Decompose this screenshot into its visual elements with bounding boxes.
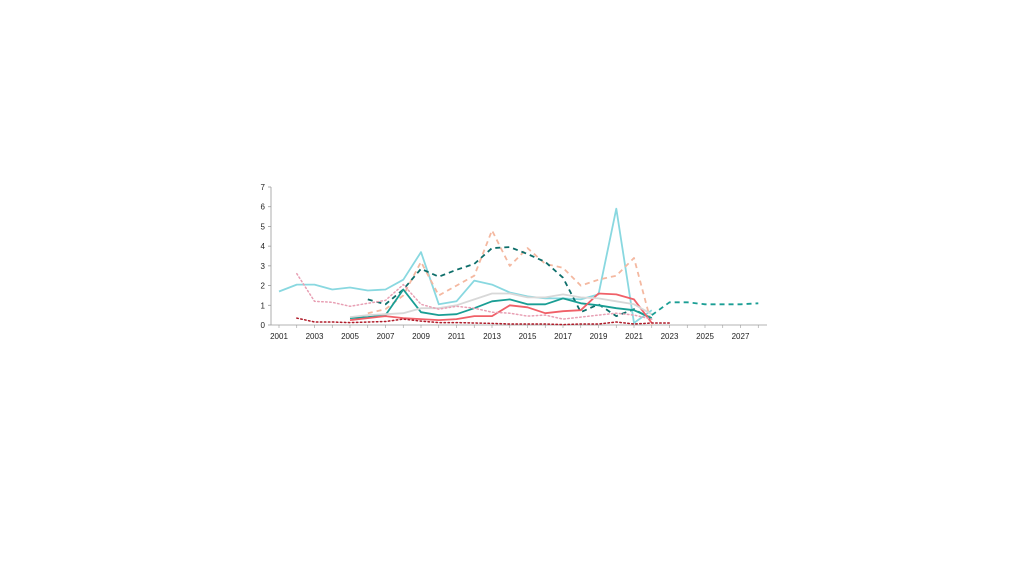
x-tick-label: 2015 — [519, 332, 537, 341]
x-tick-label: 2011 — [448, 332, 466, 341]
x-tick-label: 2003 — [306, 332, 324, 341]
chart-tick-labels: 0 1 2 3 4 5 6 7 2001 2003 2005 2007 2009 2011 2013 2015… — [261, 183, 750, 341]
y-tick-label: 1 — [261, 301, 266, 310]
chart-axes — [268, 186, 767, 328]
y-tick-label: 0 — [261, 321, 266, 330]
series-line-5 — [349, 292, 653, 324]
y-tick-label: 2 — [261, 282, 266, 291]
series-line-2 — [367, 229, 653, 326]
y-tick-label: 5 — [261, 222, 266, 231]
x-tick-label: 2001 — [270, 332, 288, 341]
x-tick-label: 2027 — [732, 332, 750, 341]
x-tick-label: 2005 — [341, 332, 359, 341]
x-tick-label: 2019 — [590, 332, 608, 341]
x-tick-label: 2007 — [377, 332, 395, 341]
x-tick-label: 2025 — [696, 332, 714, 341]
x-tick-label: 2009 — [412, 332, 430, 341]
series-line-4 — [349, 288, 653, 319]
series-line-9 — [651, 301, 759, 316]
y-tick-label: 6 — [261, 203, 266, 212]
series-line-6 — [349, 292, 653, 318]
series-line-1 — [278, 207, 653, 324]
x-tick-label: 2017 — [554, 332, 572, 341]
series-line-7 — [296, 272, 653, 320]
chart-series-group — [278, 207, 759, 326]
y-tick-label: 4 — [261, 242, 266, 251]
x-tick-label: 2013 — [483, 332, 501, 341]
x-tick-label: 2023 — [661, 332, 679, 341]
y-tick-label: 3 — [261, 262, 266, 271]
series-line-8 — [296, 317, 671, 326]
y-tick-label: 7 — [261, 183, 266, 192]
x-tick-label: 2021 — [625, 332, 643, 341]
